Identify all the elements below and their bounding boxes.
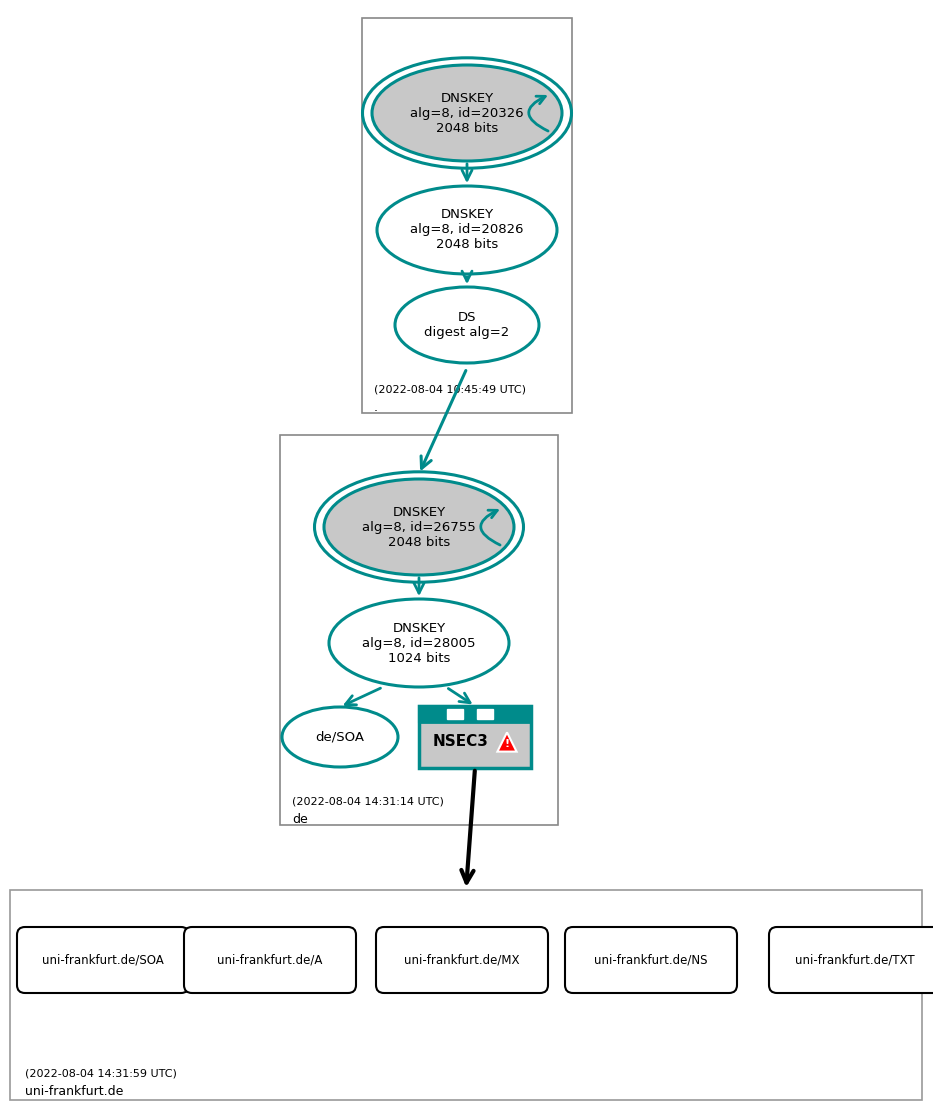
FancyBboxPatch shape: [376, 927, 548, 993]
Text: uni-frankfurt.de/SOA: uni-frankfurt.de/SOA: [42, 954, 164, 966]
Text: de: de: [292, 813, 308, 825]
Text: NSEC3: NSEC3: [433, 735, 489, 750]
Bar: [419, 706, 531, 722]
Bar: [419, 706, 531, 768]
Text: .: .: [374, 401, 378, 414]
Text: DS
digest alg=2: DS digest alg=2: [425, 311, 509, 338]
Text: DNSKEY
alg=8, id=20826
2048 bits: DNSKEY alg=8, id=20826 2048 bits: [411, 209, 523, 251]
Text: DNSKEY
alg=8, id=28005
1024 bits: DNSKEY alg=8, id=28005 1024 bits: [362, 621, 476, 665]
Bar: [10, 890, 922, 1100]
Text: DNSKEY
alg=8, id=26755
2048 bits: DNSKEY alg=8, id=26755 2048 bits: [362, 506, 476, 548]
Text: DNSKEY
alg=8, id=20326
2048 bits: DNSKEY alg=8, id=20326 2048 bits: [411, 92, 523, 134]
Ellipse shape: [372, 65, 562, 161]
Text: uni-frankfurt.de/TXT: uni-frankfurt.de/TXT: [795, 954, 915, 966]
FancyBboxPatch shape: [769, 927, 933, 993]
Bar: [280, 435, 558, 825]
Ellipse shape: [282, 707, 398, 767]
Text: (2022-08-04 14:31:59 UTC): (2022-08-04 14:31:59 UTC): [25, 1068, 177, 1078]
Bar: [362, 18, 572, 413]
Text: !: !: [505, 739, 509, 750]
FancyBboxPatch shape: [184, 927, 356, 993]
Polygon shape: [497, 733, 517, 752]
Text: (2022-08-04 14:31:14 UTC): (2022-08-04 14:31:14 UTC): [292, 798, 444, 806]
Text: uni-frankfurt.de/NS: uni-frankfurt.de/NS: [594, 954, 708, 966]
Text: (2022-08-04 10:45:49 UTC): (2022-08-04 10:45:49 UTC): [374, 385, 526, 395]
Bar: [447, 709, 463, 719]
FancyBboxPatch shape: [17, 927, 189, 993]
Text: uni-frankfurt.de: uni-frankfurt.de: [25, 1085, 123, 1098]
Bar: [419, 722, 531, 768]
Text: uni-frankfurt.de/MX: uni-frankfurt.de/MX: [404, 954, 520, 966]
Ellipse shape: [324, 479, 514, 575]
Text: de/SOA: de/SOA: [315, 731, 365, 744]
Ellipse shape: [329, 599, 509, 687]
Ellipse shape: [395, 287, 539, 363]
FancyBboxPatch shape: [565, 927, 737, 993]
Text: uni-frankfurt.de/A: uni-frankfurt.de/A: [217, 954, 323, 966]
Ellipse shape: [377, 187, 557, 274]
Bar: [477, 709, 493, 719]
